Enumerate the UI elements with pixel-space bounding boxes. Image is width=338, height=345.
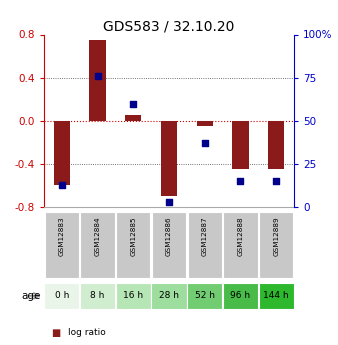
Point (273, 178, 279, 184)
Bar (45, 212, 79, 278)
Text: GSM12886: GSM12886 (166, 216, 172, 256)
Text: 8 h: 8 h (90, 291, 105, 300)
Bar (152, 212, 186, 278)
Point (59, 182, 65, 187)
Text: 0 h: 0 h (55, 291, 69, 300)
Text: 16 h: 16 h (123, 291, 143, 300)
Bar (54, 121, 70, 186)
Text: 52 h: 52 h (195, 291, 215, 300)
Point (130, 101, 136, 106)
Bar (187, 283, 222, 309)
Text: GSM12888: GSM12888 (238, 216, 243, 256)
Text: GSM12889: GSM12889 (273, 216, 279, 256)
Bar (151, 283, 187, 309)
Text: GSM12887: GSM12887 (202, 216, 208, 256)
Bar (223, 283, 258, 309)
Bar (259, 212, 293, 278)
Bar (116, 283, 151, 309)
Bar (233, 121, 248, 169)
Bar (161, 121, 177, 196)
Bar (44, 283, 79, 309)
Bar (125, 115, 141, 121)
Bar (188, 212, 222, 278)
Point (238, 178, 243, 184)
Title: GDS583 / 32.10.20: GDS583 / 32.10.20 (103, 19, 235, 33)
Bar (268, 121, 284, 169)
Text: GSM12883: GSM12883 (59, 216, 65, 256)
Text: GSM12884: GSM12884 (95, 216, 100, 256)
Point (95, 73, 100, 79)
Text: 144 h: 144 h (263, 291, 289, 300)
Point (202, 140, 208, 146)
Text: age: age (21, 291, 41, 301)
Bar (90, 40, 105, 121)
Bar (259, 283, 294, 309)
Text: 96 h: 96 h (231, 291, 250, 300)
Text: ■: ■ (51, 328, 60, 338)
Text: log ratio: log ratio (68, 328, 105, 337)
Bar (80, 283, 115, 309)
Bar (223, 212, 258, 278)
Bar (80, 212, 115, 278)
Text: GSM12885: GSM12885 (130, 216, 136, 256)
Bar (116, 212, 150, 278)
Text: 28 h: 28 h (159, 291, 179, 300)
Bar (197, 121, 213, 126)
Point (166, 199, 172, 205)
